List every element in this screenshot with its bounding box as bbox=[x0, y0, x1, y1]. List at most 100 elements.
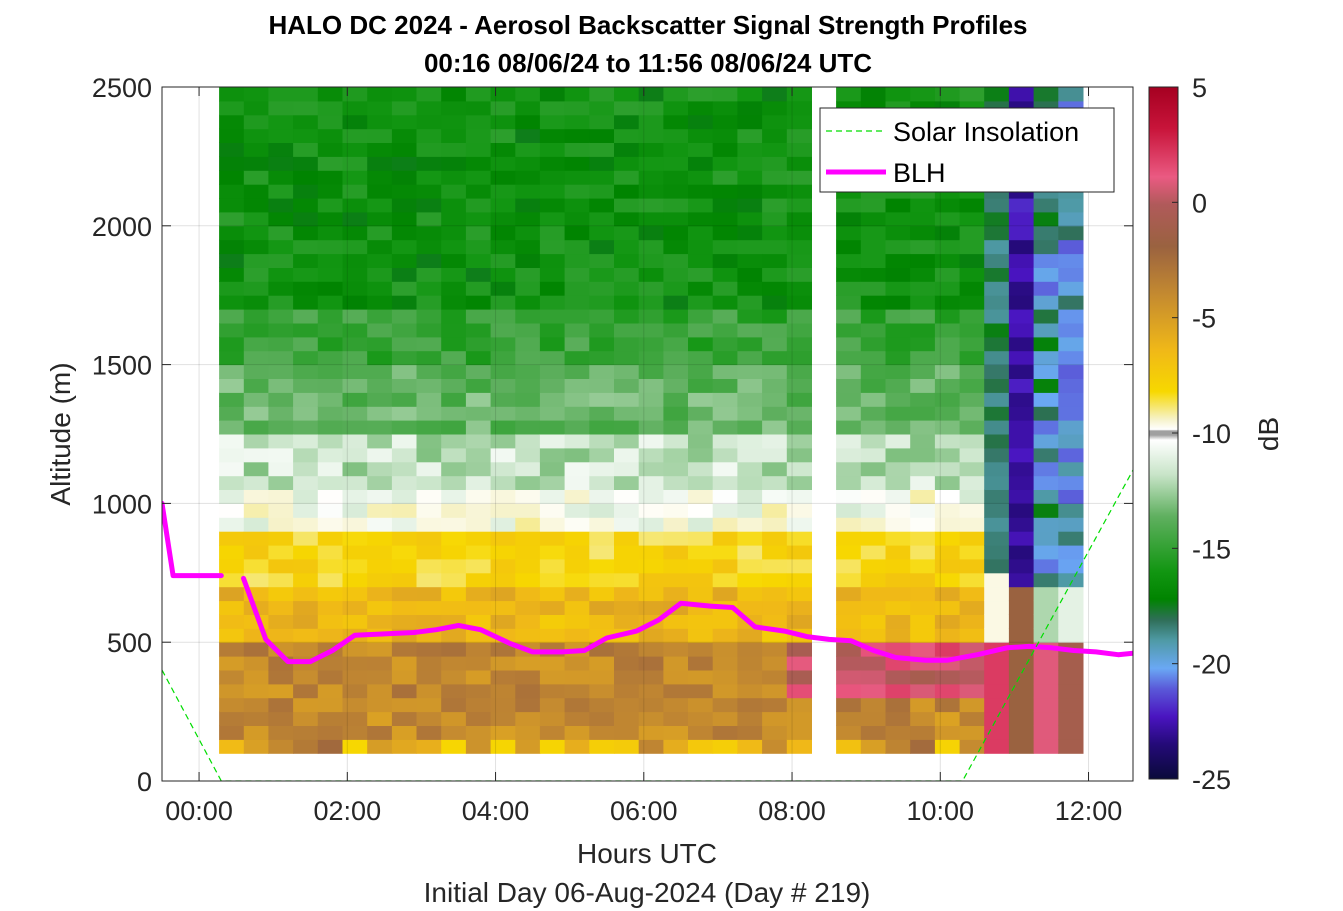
heatmap-cell bbox=[737, 670, 763, 685]
heatmap-cell bbox=[638, 572, 664, 588]
heatmap-cell bbox=[663, 725, 689, 740]
heatmap-cell bbox=[860, 545, 886, 560]
heatmap-cell bbox=[589, 142, 615, 157]
heatmap-cell bbox=[762, 87, 788, 102]
heatmap-cell bbox=[416, 323, 442, 338]
heatmap-cell bbox=[515, 670, 541, 685]
heatmap-cell bbox=[638, 114, 664, 130]
heatmap-cell bbox=[1008, 600, 1035, 615]
heatmap-cell bbox=[416, 461, 442, 477]
heatmap-cell bbox=[539, 309, 566, 324]
heatmap-cell bbox=[342, 87, 368, 102]
heatmap-cell bbox=[959, 336, 985, 352]
heatmap-cell bbox=[243, 545, 269, 560]
heatmap-cell bbox=[391, 725, 418, 740]
heatmap-cell bbox=[638, 128, 664, 143]
heatmap-cell bbox=[564, 697, 590, 713]
heatmap-cell bbox=[762, 114, 788, 130]
heatmap-cell bbox=[1033, 725, 1059, 740]
heatmap-cell bbox=[1033, 475, 1059, 490]
heatmap-cell bbox=[515, 142, 541, 157]
heatmap-cell bbox=[243, 503, 269, 518]
heatmap-cell bbox=[762, 142, 788, 157]
heatmap-cell bbox=[663, 670, 689, 685]
heatmap-cell bbox=[589, 558, 615, 574]
heatmap-cell bbox=[293, 184, 319, 199]
heatmap-cell bbox=[737, 114, 763, 130]
heatmap-cell bbox=[638, 225, 664, 241]
heatmap-cell bbox=[243, 156, 269, 171]
heatmap-cell bbox=[959, 253, 985, 268]
heatmap-cell bbox=[762, 211, 788, 227]
heatmap-cell bbox=[465, 434, 492, 449]
heatmap-cell bbox=[367, 420, 393, 435]
heatmap-cell bbox=[614, 503, 640, 518]
heatmap-cell bbox=[762, 670, 788, 685]
heatmap-cell bbox=[638, 558, 664, 574]
heatmap-cell bbox=[490, 295, 516, 310]
heatmap-cell bbox=[663, 350, 689, 366]
heatmap-cell bbox=[614, 642, 640, 657]
heatmap-cell bbox=[885, 350, 911, 366]
heatmap-cell bbox=[614, 461, 640, 477]
heatmap-cell bbox=[1058, 461, 1084, 477]
heatmap-cell bbox=[860, 87, 886, 102]
x-tick-label: 10:00 bbox=[906, 796, 974, 826]
heatmap-cell bbox=[860, 447, 886, 463]
heatmap-cell bbox=[885, 336, 911, 352]
heatmap-cell bbox=[737, 184, 763, 199]
heatmap-cell bbox=[663, 739, 689, 754]
heatmap-cell bbox=[293, 392, 319, 407]
heatmap-cell bbox=[638, 739, 664, 754]
heatmap-cell bbox=[589, 128, 615, 143]
heatmap-cell bbox=[268, 531, 294, 546]
heatmap-cell bbox=[564, 281, 590, 296]
heatmap-cell bbox=[1008, 364, 1035, 379]
heatmap-cell bbox=[391, 406, 418, 421]
heatmap-cell bbox=[638, 531, 664, 546]
heatmap-cell bbox=[959, 683, 985, 699]
heatmap-cell bbox=[416, 198, 442, 213]
y-tick-label: 0 bbox=[137, 767, 152, 797]
heatmap-cell bbox=[910, 614, 936, 629]
heatmap-cell bbox=[589, 87, 615, 102]
heatmap-cell bbox=[737, 503, 763, 518]
heatmap-cell bbox=[959, 267, 985, 282]
heatmap-cell bbox=[243, 517, 269, 532]
heatmap-cell bbox=[515, 434, 541, 449]
heatmap-cell bbox=[490, 420, 516, 435]
heatmap-cell bbox=[786, 434, 812, 449]
heatmap-cell bbox=[638, 642, 664, 657]
heatmap-cell bbox=[367, 225, 393, 241]
heatmap-cell bbox=[712, 545, 738, 560]
heatmap-cell bbox=[268, 489, 294, 504]
heatmap-cell bbox=[688, 170, 714, 185]
heatmap-cell bbox=[836, 739, 862, 754]
heatmap-cell bbox=[539, 586, 566, 602]
heatmap-cell bbox=[219, 739, 245, 754]
heatmap-cell bbox=[688, 336, 714, 352]
heatmap-cell bbox=[638, 170, 664, 185]
legend-blh-label: BLH bbox=[893, 158, 946, 188]
heatmap-cell bbox=[638, 281, 664, 296]
heatmap-cell bbox=[268, 614, 294, 629]
heatmap-cell bbox=[465, 281, 492, 296]
heatmap-cell bbox=[391, 239, 418, 255]
heatmap-cell bbox=[219, 128, 245, 143]
heatmap-cell bbox=[910, 725, 936, 740]
heatmap-cell bbox=[762, 198, 788, 213]
heatmap-cell bbox=[564, 558, 590, 574]
heatmap-cell bbox=[1058, 572, 1084, 588]
heatmap-cell bbox=[342, 225, 368, 241]
heatmap-cell bbox=[737, 725, 763, 740]
heatmap-cell bbox=[786, 683, 812, 699]
heatmap-cell bbox=[342, 489, 368, 504]
heatmap-cell bbox=[663, 211, 689, 227]
heatmap-cell bbox=[342, 711, 368, 726]
heatmap-cell bbox=[539, 683, 566, 699]
heatmap-cell bbox=[490, 697, 516, 713]
heatmap-cell bbox=[1058, 503, 1084, 518]
heatmap-cell bbox=[910, 572, 936, 588]
heatmap-cell bbox=[934, 461, 961, 477]
heatmap-cell bbox=[663, 87, 689, 102]
